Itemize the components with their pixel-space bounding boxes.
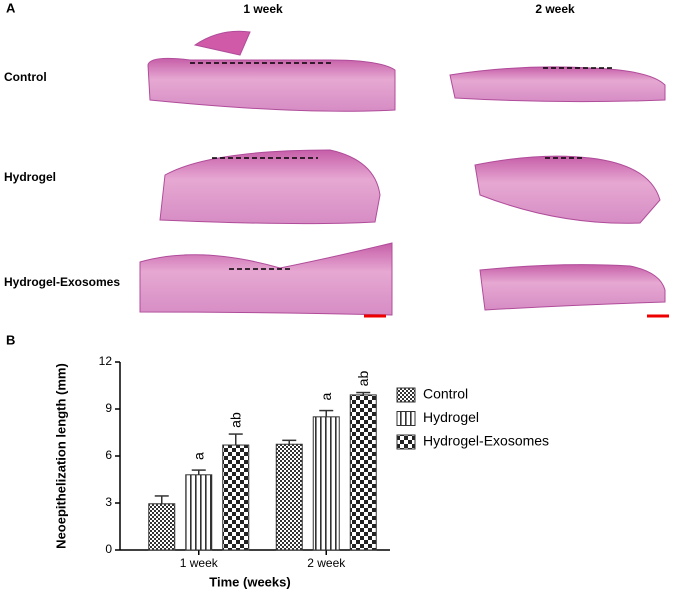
panel-label: A [6,0,16,15]
bar [148,503,176,551]
bar [275,443,303,551]
legend-label: Hydrogel-Exosomes [423,433,549,449]
row-label: Control [4,70,47,84]
y-tick-label: 3 [105,495,112,509]
significance-label: a [190,452,206,460]
row-label: Hydrogel [4,170,56,184]
legend-swatch [396,434,416,450]
y-axis-title: Neoepithelization length (mm) [53,363,68,549]
panel-label: B [6,332,15,347]
legend-label: Control [423,386,468,402]
legend-swatch [396,411,416,426]
dashed-lines [190,62,612,270]
column-label: 1 week [243,2,283,16]
column-label: 2 week [535,2,575,16]
histology [139,30,666,316]
significance-label: ab [227,412,243,428]
row-label: Hydrogel-Exosomes [4,275,120,289]
bar [185,474,213,551]
x-tick-label: 2 week [307,556,346,570]
significance-label: a [318,392,334,400]
bar [222,444,250,551]
y-tick-label: 9 [105,401,112,415]
bar [312,416,340,551]
y-tick-label: 0 [105,542,112,556]
x-axis-title: Time (weeks) [209,574,290,589]
y-tick-label: 6 [105,448,112,462]
y-tick-label: 12 [99,354,113,368]
significance-label: ab [355,371,371,387]
legend-swatch [396,387,416,403]
x-tick-label: 1 week [180,556,219,570]
legend-label: Hydrogel [423,409,479,425]
bar [349,394,377,551]
